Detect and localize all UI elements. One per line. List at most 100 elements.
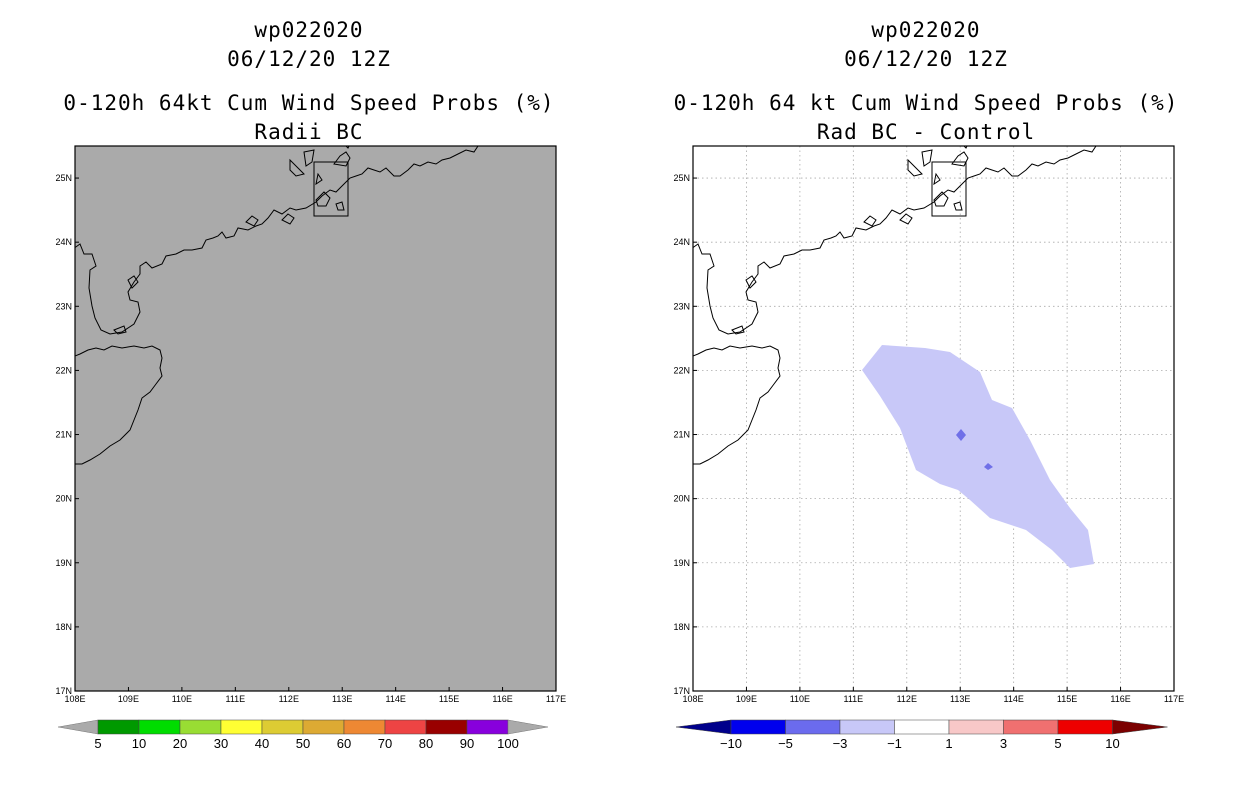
colorbar-label: −5 xyxy=(778,736,793,751)
right-probability-difference-shading xyxy=(862,345,1094,568)
colorbar-segment xyxy=(425,719,468,735)
colorbar-segment xyxy=(894,719,950,735)
x-tick-label: 116E xyxy=(1110,694,1130,704)
colorbar-label: 5 xyxy=(94,736,101,751)
colorbar-segment xyxy=(1057,719,1113,735)
colorbar-label: 3 xyxy=(1000,736,1007,751)
x-tick-label: 115E xyxy=(1057,694,1077,704)
colorbar-label: 60 xyxy=(337,736,351,751)
y-tick-label: 20N xyxy=(673,494,690,504)
x-tick-label: 111E xyxy=(225,694,245,704)
x-tick-label: 117E xyxy=(546,694,566,704)
y-tick-label: 17N xyxy=(55,686,72,696)
colorbar-label: 80 xyxy=(419,736,433,751)
left-map-frame xyxy=(74,145,557,692)
colorbar-label: 100 xyxy=(497,736,519,751)
left-axis-ticks: 108E 109E 110E 111E 112E 113E 114E 115E 116E 117E… xyxy=(55,173,566,704)
colorbar-segment xyxy=(138,719,181,735)
right-axis-ticks: 108E 109E 110E 111E 112E 113E 114E 115E 116E 117E… xyxy=(673,173,1184,704)
colorbar-segment xyxy=(179,719,222,735)
x-tick-label: 116E xyxy=(492,694,512,704)
right-title-line4: Rad BC - Control xyxy=(816,120,1036,144)
left-map-background xyxy=(75,146,556,691)
y-tick-label: 19N xyxy=(55,558,72,568)
colorbar-segment xyxy=(466,719,509,735)
x-tick-label: 108E xyxy=(682,694,703,704)
colorbar-high-end xyxy=(1112,719,1168,735)
colorbar-segment xyxy=(730,719,786,735)
y-tick-label: 21N xyxy=(55,430,72,440)
y-tick-label: 25N xyxy=(55,173,72,183)
colorbar-label: 20 xyxy=(173,736,187,751)
colorbar-segment xyxy=(948,719,1004,735)
x-tick-label: 114E xyxy=(1003,694,1023,704)
colorbar-label: −1 xyxy=(887,736,902,751)
colorbar-segment xyxy=(1003,719,1059,735)
colorbar-segment xyxy=(220,719,263,735)
left-title-line4: Radii BC xyxy=(254,120,364,144)
right-map-frame xyxy=(692,145,1175,692)
y-tick-label: 23N xyxy=(55,301,72,311)
left-colorbar: 5 10 20 30 40 50 60 70 80 90 100 xyxy=(57,719,549,751)
colorbar-label: 30 xyxy=(214,736,228,751)
colorbar-label: −3 xyxy=(833,736,848,751)
right-colorbar: −10 −5 −3 −1 1 3 5 10 xyxy=(675,719,1168,751)
x-tick-label: 110E xyxy=(172,694,192,704)
right-map-panel: 108E 109E 110E 111E 112E 113E 114E 115E 116E 117E… xyxy=(673,145,1184,751)
colorbar-segment xyxy=(302,719,345,735)
x-tick-label: 112E xyxy=(279,694,299,704)
y-tick-label: 17N xyxy=(673,686,690,696)
x-tick-label: 114E xyxy=(385,694,405,704)
colorbar-segment xyxy=(97,719,140,735)
colorbar-low-end xyxy=(57,719,99,735)
colorbar-label: 1 xyxy=(945,736,952,751)
right-coastline xyxy=(693,146,1097,465)
y-tick-label: 22N xyxy=(55,365,72,375)
y-tick-label: 25N xyxy=(673,173,690,183)
x-tick-label: 115E xyxy=(439,694,459,704)
right-title-line1: wp022020 xyxy=(871,18,981,42)
colorbar-label: 10 xyxy=(1105,736,1119,751)
left-title-line3: 0-120h 64kt Cum Wind Speed Probs (%) xyxy=(63,91,555,115)
colorbar-label: 40 xyxy=(255,736,269,751)
colorbar-low-end xyxy=(675,719,732,735)
x-tick-label: 117E xyxy=(1164,694,1184,704)
y-tick-label: 24N xyxy=(55,237,72,247)
colorbar-label: 50 xyxy=(296,736,310,751)
x-tick-label: 109E xyxy=(736,694,757,704)
colorbar-high-end xyxy=(507,719,549,735)
left-map-panel: 108E 109E 110E 111E 112E 113E 114E 115E 116E 117E… xyxy=(55,145,566,751)
colorbar-segment xyxy=(343,719,386,735)
y-tick-label: 20N xyxy=(55,494,72,504)
colorbar-label: 90 xyxy=(460,736,474,751)
y-tick-label: 23N xyxy=(673,301,690,311)
left-coastline xyxy=(75,146,479,465)
x-tick-label: 113E xyxy=(332,694,352,704)
colorbar-label: −10 xyxy=(720,736,742,751)
right-title-line2: 06/12/20 12Z xyxy=(844,47,1008,71)
y-tick-label: 24N xyxy=(673,237,690,247)
y-tick-label: 19N xyxy=(673,558,690,568)
right-map-gridlines xyxy=(693,146,1174,691)
right-title-line3: 0-120h 64 kt Cum Wind Speed Probs (%) xyxy=(673,91,1179,115)
colorbar-label: 70 xyxy=(378,736,392,751)
colorbar-segment xyxy=(384,719,427,735)
colorbar-segment xyxy=(785,719,841,735)
colorbar-label: 5 xyxy=(1054,736,1061,751)
x-tick-label: 109E xyxy=(118,694,139,704)
x-tick-label: 113E xyxy=(950,694,970,704)
left-title-line2: 06/12/20 12Z xyxy=(227,47,391,71)
y-tick-label: 22N xyxy=(673,365,690,375)
colorbar-segment xyxy=(839,719,895,735)
colorbar-label: 10 xyxy=(132,736,146,751)
y-tick-label: 21N xyxy=(673,430,690,440)
x-tick-label: 108E xyxy=(64,694,85,704)
x-tick-label: 110E xyxy=(790,694,810,704)
left-title-line1: wp022020 xyxy=(254,18,364,42)
x-tick-label: 111E xyxy=(843,694,863,704)
right-difference-spot xyxy=(956,429,966,441)
y-tick-label: 18N xyxy=(55,622,72,632)
colorbar-segment xyxy=(261,719,304,735)
x-tick-label: 112E xyxy=(897,694,917,704)
